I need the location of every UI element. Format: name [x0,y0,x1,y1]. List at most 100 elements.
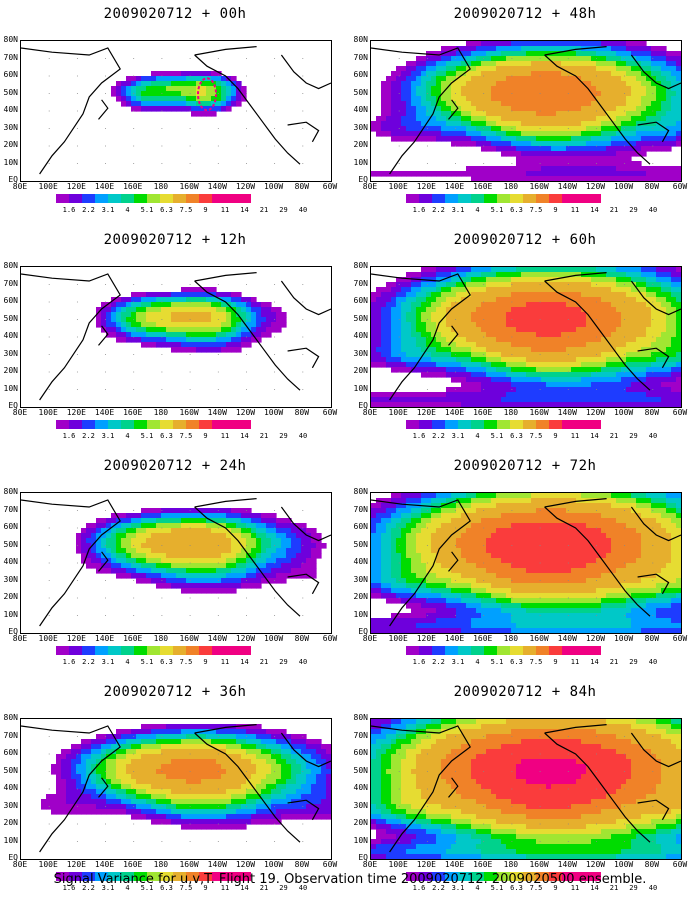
field-cell [676,166,681,172]
field-cell [416,342,422,348]
field-cell [611,136,617,142]
map-panel: 2009020712 + 60h 80N 70N 60N 50N 40N 30N 20N 10N… [350,226,700,446]
field-cell [611,332,617,338]
field-cell [541,106,547,112]
field-cell [196,543,202,549]
field-cell [676,357,681,363]
field-cell [571,367,577,373]
field-cell [541,292,547,298]
field-cell [576,282,582,288]
field-cell [286,573,292,579]
field-cell [431,357,437,363]
field-cell [576,287,582,293]
field-cell [536,322,542,328]
longitude-label: 160E [473,182,493,191]
field-cell [461,106,467,112]
field-cell [426,267,432,273]
field-cell [451,71,457,77]
colorbar [56,646,251,655]
field-cell [156,533,162,539]
coastline [630,280,681,316]
field-cell [171,292,177,298]
field-cell [591,156,597,162]
field-cell [666,111,672,117]
field-cell [506,131,512,137]
field-cell [521,347,527,353]
field-cell [546,392,552,398]
colorbar-label: 1.6 [62,206,76,214]
field-cell [546,377,552,383]
field-cell [666,287,672,293]
field-cell [206,292,212,298]
field-cell [556,317,562,323]
field-cell [496,337,502,343]
field-cell [511,56,517,62]
colorbar-swatch [406,420,419,429]
field-cell [536,46,542,52]
field-cell [181,337,187,343]
field-cell [431,51,437,57]
latitude-label: 80N [353,261,368,270]
field-cell [501,297,507,303]
field-cell [386,91,392,97]
field-cell [471,367,477,373]
field-cell [206,347,212,353]
field-cell [241,317,247,323]
field-cell [506,272,512,278]
field-cell [466,402,472,407]
field-cell [406,61,412,67]
field-cell [611,171,617,177]
field-cell [526,111,532,117]
field-cell [311,553,317,559]
field-cell [621,66,627,72]
field-cell [566,176,572,181]
grid-dot [48,510,50,511]
field-cell [386,337,392,343]
field-cell [466,267,472,273]
field-cell [521,121,527,127]
field-cell [636,81,642,87]
field-cell [201,578,207,584]
field-cell [441,171,447,177]
coastline [194,54,301,165]
field-cell [566,287,572,293]
latitude-label: EQ [358,401,368,410]
field-cell [381,287,387,293]
field-cell [281,317,287,323]
field-cell [306,543,312,549]
colorbar-swatch [458,194,471,203]
field-cell [406,287,412,293]
field-cell [121,332,127,338]
field-cell [226,588,232,594]
field-cell [396,392,402,398]
field-cell [176,76,182,82]
field-cell [486,166,492,172]
grid-dot [217,597,219,599]
field-cell [451,327,457,333]
grid-dot [426,145,428,147]
field-cell [501,307,507,313]
field-cell [466,372,472,378]
field-cell [511,387,517,393]
field-cell [211,307,217,313]
field-cell [556,71,562,77]
field-cell [486,126,492,132]
field-cell [446,357,452,363]
field-cell [236,327,242,333]
field-cell [186,91,192,97]
field-cell [446,302,452,308]
field-cell [511,292,517,298]
grid-dot [161,128,163,129]
grid-dot [426,58,428,59]
field-cell [671,111,677,117]
field-cell [576,106,582,112]
field-cell [586,377,592,383]
field-cell [596,106,602,112]
field-cell [501,116,507,122]
field-cell [676,312,681,318]
field-cell [286,533,292,539]
field-cell [376,357,382,363]
grid-dot [105,301,106,303]
field-cell [471,352,477,358]
field-cell [561,126,567,132]
